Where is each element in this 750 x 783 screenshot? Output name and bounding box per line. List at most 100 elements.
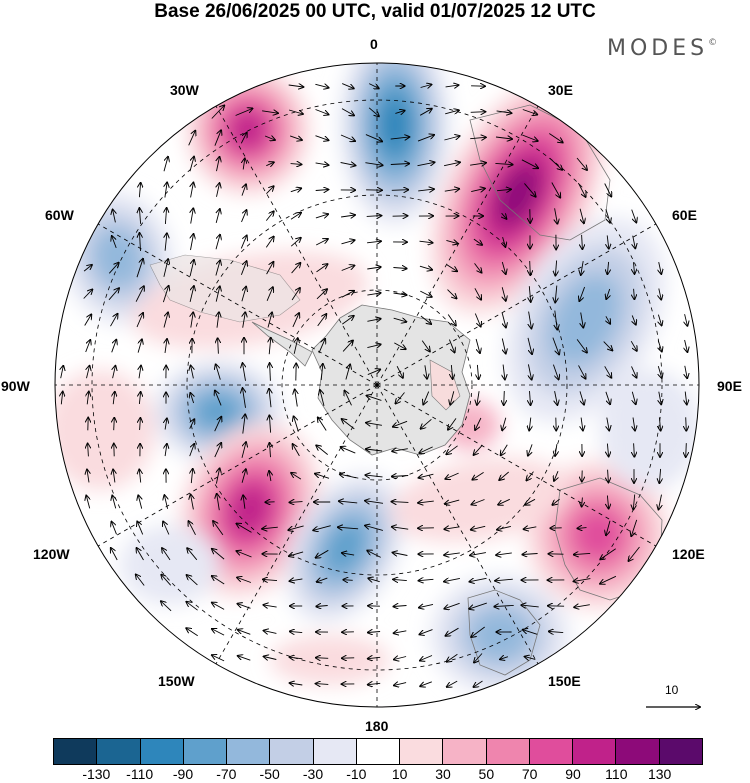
wind-vector xyxy=(139,366,141,379)
wind-vector xyxy=(164,495,167,509)
wind-vector xyxy=(316,445,328,455)
colorbar-tick-label: 50 xyxy=(478,766,495,782)
wind-vector xyxy=(502,261,505,274)
wind-vector xyxy=(393,293,407,295)
wind-vector xyxy=(108,288,119,301)
wind-vector xyxy=(289,551,304,556)
wind-vector xyxy=(290,683,303,685)
lon-label-0: 0 xyxy=(370,36,378,52)
wind-vector xyxy=(367,293,380,295)
wind-vector xyxy=(315,474,330,479)
wind-vector xyxy=(317,314,327,327)
wind-vector xyxy=(608,469,609,483)
wind-vector xyxy=(189,419,195,429)
wind-vector xyxy=(475,338,480,353)
wind-vector xyxy=(474,313,480,327)
wind-vector xyxy=(496,111,512,113)
wind-vector xyxy=(186,602,198,611)
wind-vector xyxy=(315,239,328,246)
wind-vector xyxy=(264,136,275,140)
reference-vector-label: 10 xyxy=(665,683,679,697)
colorbar-cell xyxy=(443,739,487,764)
wind-vector xyxy=(499,471,509,480)
anomaly-region xyxy=(270,635,390,685)
colorbar-cell xyxy=(356,739,401,764)
wind-vector xyxy=(165,183,167,198)
wind-vector xyxy=(165,444,167,457)
anomaly-region xyxy=(391,457,569,543)
wind-vector xyxy=(581,312,584,328)
wind-vector xyxy=(211,106,224,119)
wind-vector xyxy=(578,528,587,529)
wind-vector xyxy=(235,109,253,116)
wind-vector xyxy=(495,137,512,139)
wind-vector xyxy=(494,605,514,606)
colorbar-cell xyxy=(659,739,702,764)
wind-vector xyxy=(393,579,407,580)
wind-vector xyxy=(294,338,298,354)
wind-vector xyxy=(190,393,193,404)
wind-vector xyxy=(393,420,408,426)
wind-vector xyxy=(215,261,220,276)
wind-vector xyxy=(191,366,194,379)
wind-vector xyxy=(163,522,170,535)
wind-vector xyxy=(391,190,408,191)
wind-vector xyxy=(368,657,381,658)
wind-vector xyxy=(606,288,609,299)
wind-vector xyxy=(607,495,608,509)
wind-vector xyxy=(390,137,410,139)
wind-vector xyxy=(471,626,485,637)
wind-vector xyxy=(262,527,278,529)
wind-vector xyxy=(604,183,612,197)
wind-vector xyxy=(631,519,638,536)
wind-vector xyxy=(606,316,610,323)
wind-vector xyxy=(607,417,609,431)
wind-vector xyxy=(632,315,636,324)
wind-vector xyxy=(340,474,357,479)
wind-vector xyxy=(420,681,432,686)
wind-vector xyxy=(269,415,270,433)
wind-vector xyxy=(501,312,506,328)
wind-vector xyxy=(217,157,220,172)
wind-vector xyxy=(316,606,328,607)
wind-vector xyxy=(136,313,143,328)
wind-vector xyxy=(417,162,435,165)
lon-label-90e: 90E xyxy=(717,378,742,394)
meridian-line xyxy=(97,384,378,547)
wind-vector xyxy=(339,501,358,503)
wind-vector xyxy=(368,83,379,89)
wind-vector xyxy=(446,264,457,271)
wind-vector xyxy=(163,157,168,172)
wind-vector xyxy=(318,339,325,354)
wind-vector xyxy=(242,184,246,196)
colorbar-cell xyxy=(313,739,357,764)
wind-vector xyxy=(341,447,356,454)
wind-vector xyxy=(342,419,355,430)
wind-vector xyxy=(290,631,303,632)
wind-vector xyxy=(112,496,115,509)
anomaly-region xyxy=(324,522,366,574)
wind-vector xyxy=(392,527,409,529)
wind-vector xyxy=(264,631,277,634)
wind-vector xyxy=(87,366,90,379)
wind-vector xyxy=(138,339,142,353)
wind-vector xyxy=(631,366,637,377)
lon-label-60w: 60W xyxy=(45,207,74,223)
wind-vector xyxy=(243,388,246,408)
wind-vector xyxy=(315,109,329,115)
wind-vector xyxy=(189,260,194,277)
wind-vector xyxy=(582,234,583,249)
wind-vector xyxy=(368,578,380,581)
wind-vector xyxy=(445,110,459,114)
wind-vector xyxy=(419,241,433,243)
wind-vector xyxy=(136,575,145,586)
colorbar-tick-label: -30 xyxy=(302,766,324,782)
colorbar-cell xyxy=(573,739,617,764)
wind-vector xyxy=(216,209,220,224)
lon-label-90w: 90W xyxy=(1,378,30,394)
wind-vector xyxy=(188,131,196,146)
wind-vector xyxy=(162,548,171,561)
colorbar-ticks: -130 -110 -90 -70 -50 -30 -10 10 30 50 70 90 110 130 xyxy=(53,766,703,783)
wind-vector xyxy=(659,288,661,300)
wind-vector xyxy=(165,233,167,251)
